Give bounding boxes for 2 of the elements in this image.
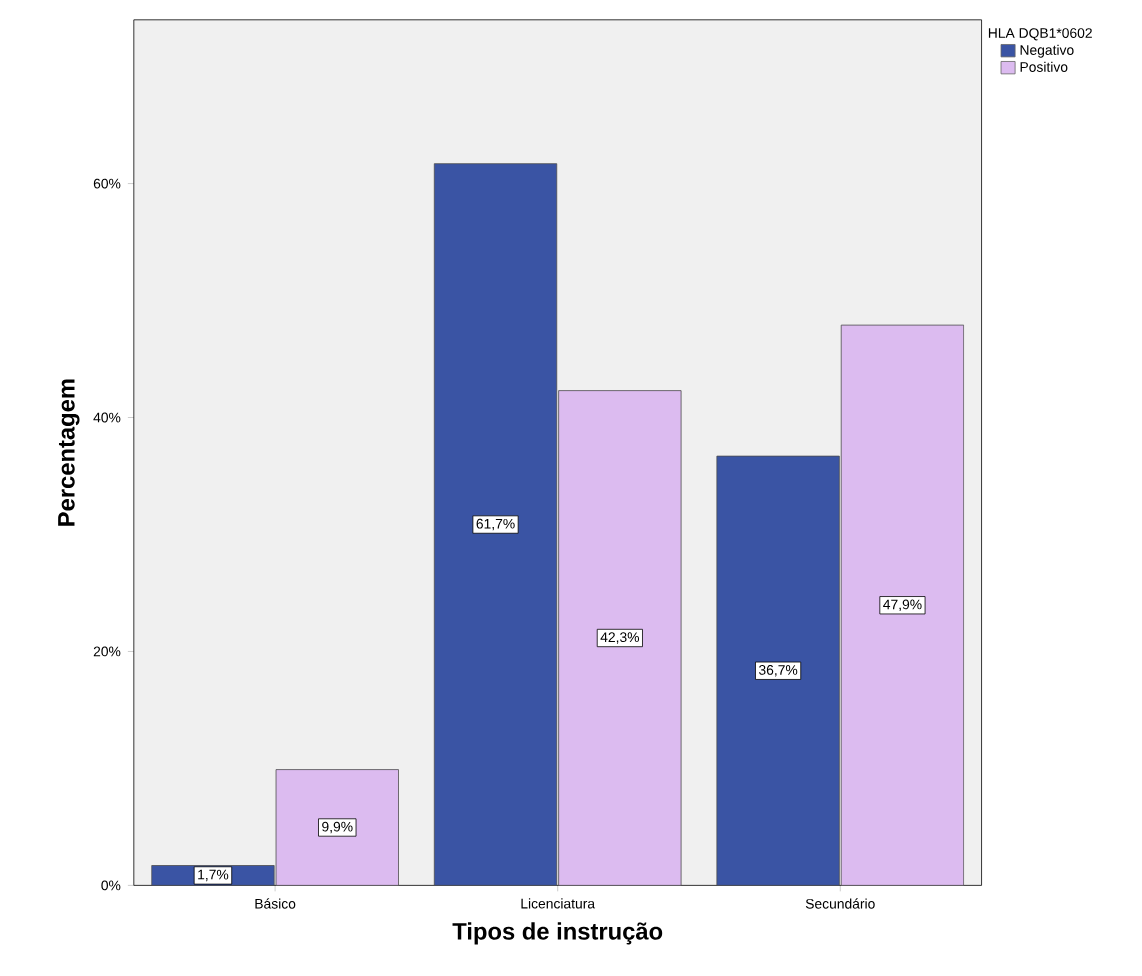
y-axis-title: Percentagem xyxy=(58,379,80,526)
x-axis-title: Tipos de instrução xyxy=(452,922,663,945)
